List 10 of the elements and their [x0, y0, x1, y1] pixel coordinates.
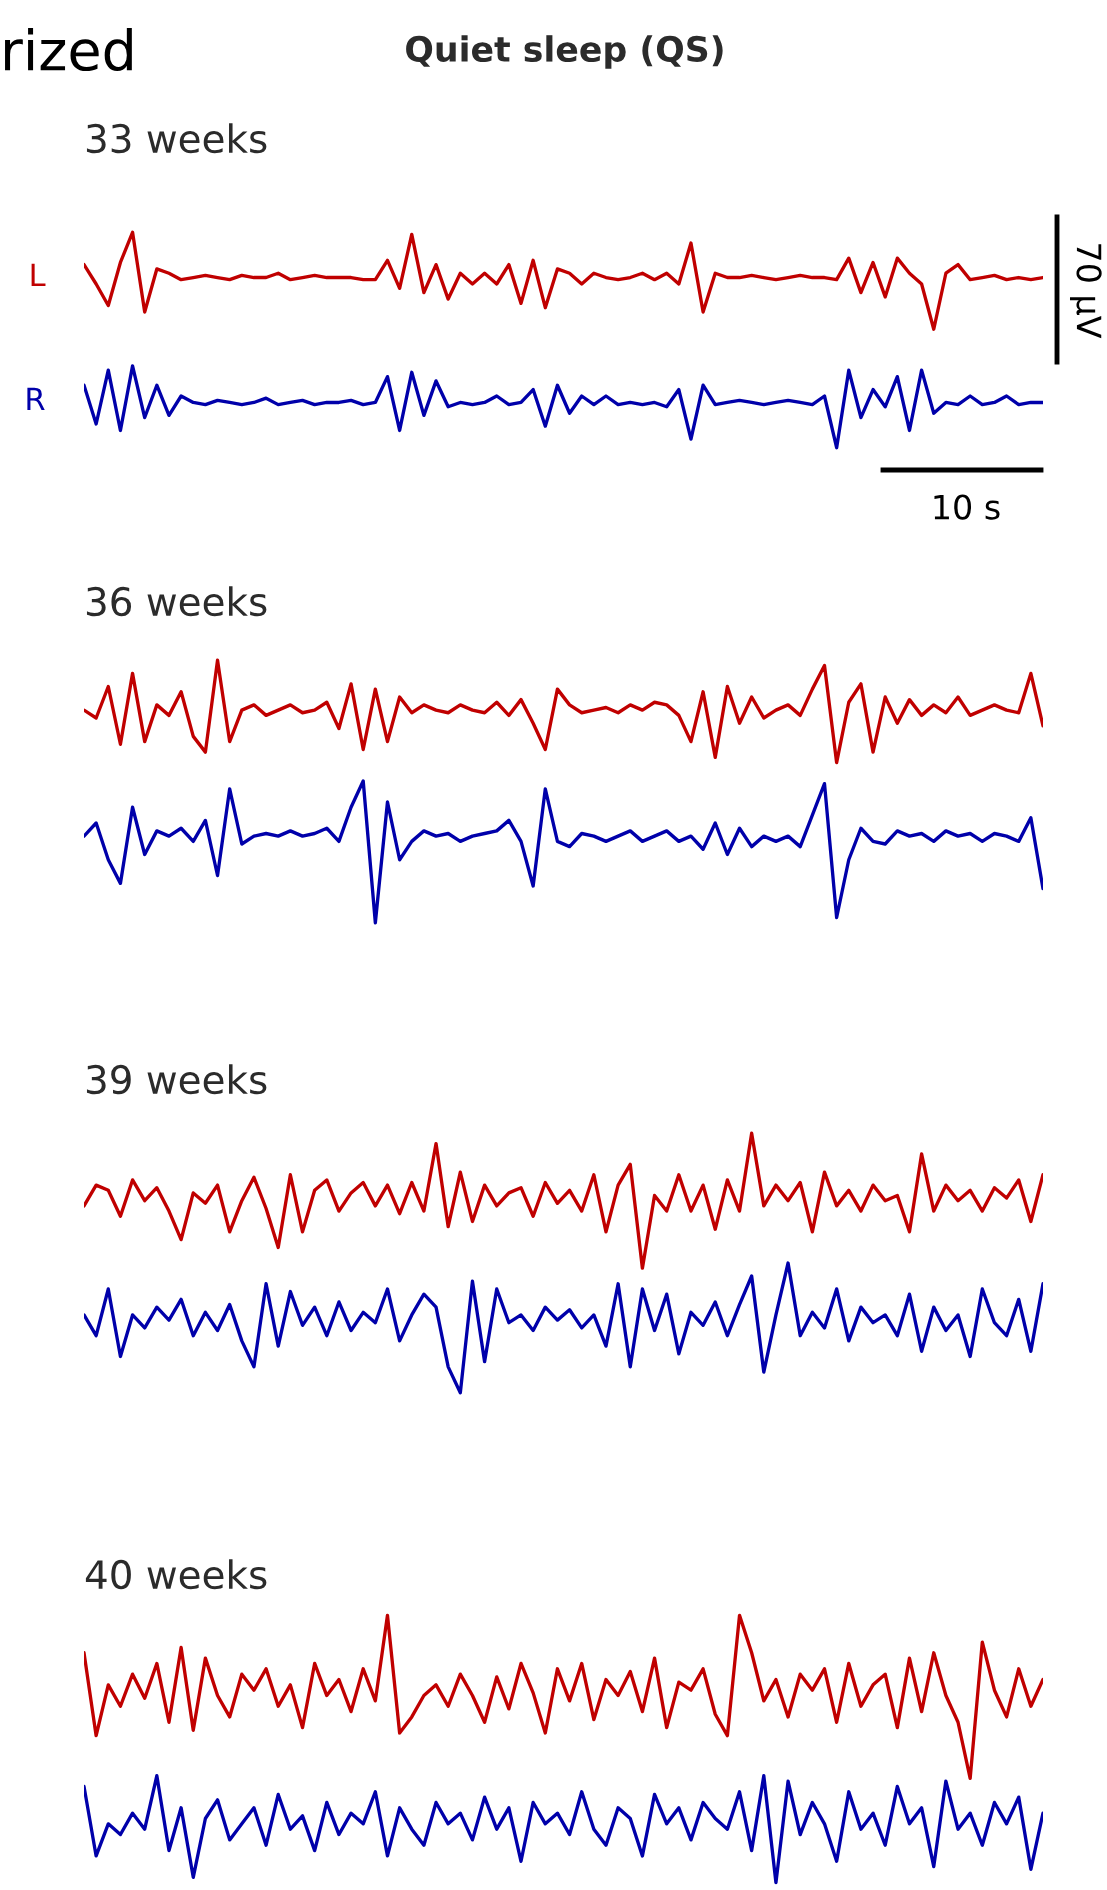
chart-subtitle: 39 weeks: [86, 1064, 267, 1095]
text: rized: [5, 28, 132, 72]
text: 70 µV: [1070, 244, 1102, 339]
series-label: R: [27, 387, 45, 411]
chart-title: Quiet sleep (QS): [406, 35, 723, 69]
text: 10 s: [934, 494, 1000, 520]
chart-subtitle: 40 weeks: [85, 1559, 267, 1590]
chart-subtitle: 36 weeks: [86, 586, 267, 617]
chart-subtitle: 33 weeks: [86, 123, 267, 154]
series-label: L: [31, 263, 46, 286]
